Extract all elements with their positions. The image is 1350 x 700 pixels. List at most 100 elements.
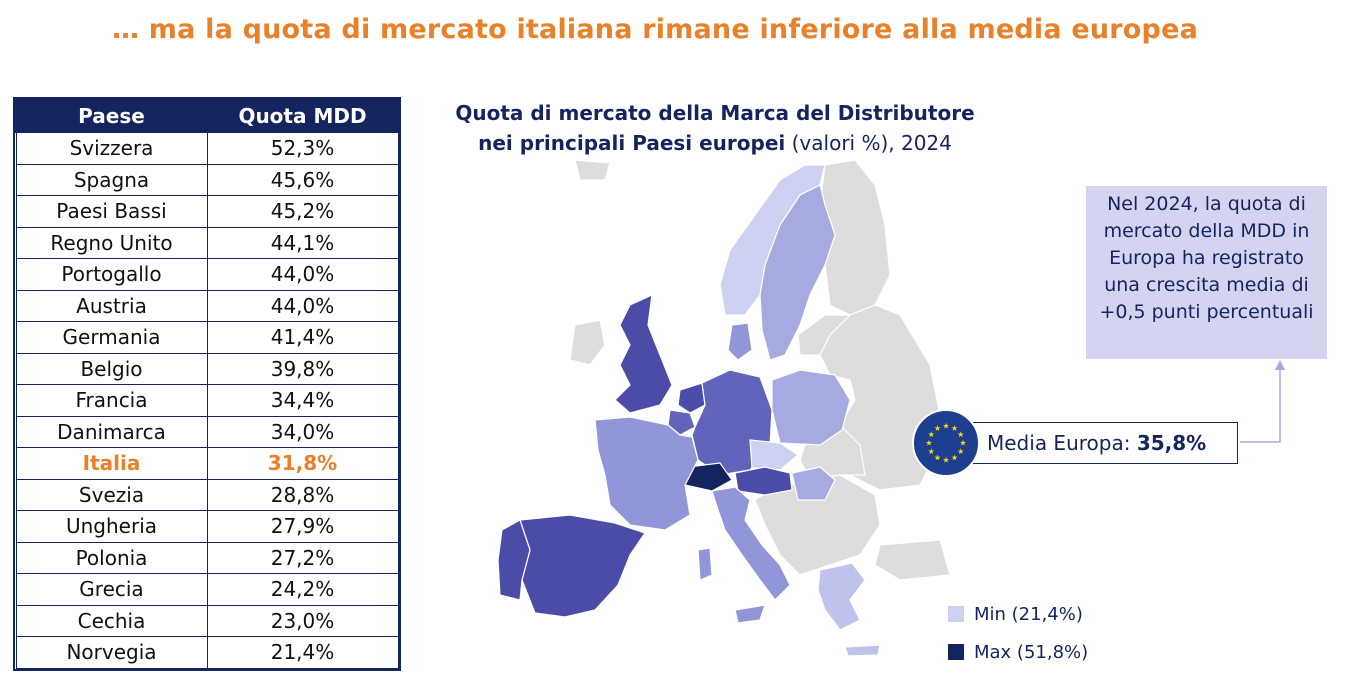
legend-min-swatch [948, 606, 964, 622]
cell-country: Cechia [15, 604, 208, 637]
cell-country: Svizzera [15, 131, 208, 165]
map-czechia [749, 439, 800, 471]
map-baltics [797, 314, 852, 356]
map-sweden [759, 184, 836, 361]
legend-min-label: Min (21,4%) [974, 604, 1083, 625]
table-row: Norvegia 21,4% [15, 636, 399, 669]
eu-star-icon [942, 456, 950, 463]
cell-country: Italia [15, 447, 208, 480]
map-turkey [874, 539, 950, 581]
table-row: Ungheria 27,9% [15, 510, 399, 543]
cell-share: 27,2% [206, 541, 399, 574]
cell-share: 45,2% [206, 195, 399, 228]
map-title-bold: Quota di mercato della Marca del Distrib… [455, 101, 975, 155]
map-ireland [569, 319, 606, 366]
cell-share: 44,0% [206, 258, 399, 291]
table-row: Italia 31,8% [15, 447, 399, 480]
table-row: Francia 34,4% [15, 384, 399, 417]
cell-country: Regno Unito [15, 226, 208, 259]
map-poland [771, 369, 851, 446]
map-italy [711, 486, 791, 601]
cell-country: Polonia [15, 541, 208, 574]
table-row: Spagna 45,6% [15, 163, 399, 196]
map-title-rest: (valori %), 2024 [791, 131, 952, 155]
cell-country: Belgio [15, 352, 208, 385]
cell-share: 39,8% [206, 352, 399, 385]
map-portugal [497, 519, 531, 601]
map-sardinia [697, 547, 713, 581]
map-title: Quota di mercato della Marca del Distrib… [440, 98, 990, 158]
cell-country: Norvegia [15, 636, 208, 669]
cell-share: 45,6% [206, 163, 399, 196]
eu-average-label: Media Europa: 35,8% [987, 431, 1207, 455]
cell-country: Spagna [15, 163, 208, 196]
table-row: Danimarca 34,0% [15, 415, 399, 448]
eu-star-icon [925, 439, 933, 446]
cell-share: 28,8% [206, 478, 399, 511]
legend-max: Max (51,8%) [948, 642, 1088, 663]
callout-connector-arrow [1240, 360, 1285, 443]
growth-callout: Nel 2024, la quota di mercato della MDD … [1086, 186, 1327, 359]
header-quota-mdd: Quota MDD [206, 99, 399, 133]
map-france [594, 416, 699, 531]
cell-share: 41,4% [206, 321, 399, 354]
cell-country: Austria [15, 289, 208, 322]
eu-star-icon [928, 431, 935, 438]
cell-country: Francia [15, 384, 208, 417]
legend-max-swatch [948, 644, 964, 660]
map-hungary [791, 466, 836, 501]
cell-share: 31,8% [206, 447, 399, 480]
map-sicily [734, 604, 766, 624]
table-row: Regno Unito 44,1% [15, 226, 399, 259]
table-row: Polonia 27,2% [15, 541, 399, 574]
cell-country: Paesi Bassi [15, 195, 208, 228]
map-uk [614, 294, 673, 414]
table-row: Svezia 28,8% [15, 478, 399, 511]
table-row: Portogallo 44,0% [15, 258, 399, 291]
eu-star-icon [934, 425, 941, 431]
cell-share: 24,2% [206, 573, 399, 606]
table-row: Grecia 24,2% [15, 573, 399, 606]
eu-average-box: Media Europa: 35,8% [946, 422, 1238, 464]
cell-share: 27,9% [206, 510, 399, 543]
eu-star-icon [957, 431, 964, 438]
map-austria [734, 466, 793, 496]
map-crete [844, 644, 881, 657]
map-denmark [727, 322, 753, 361]
cell-country: Danimarca [15, 415, 208, 448]
cell-share: 44,1% [206, 226, 399, 259]
cell-share: 34,0% [206, 415, 399, 448]
mdd-share-table: Paese Quota MDD Svizzera 52,3% Spagna 45,6%… [13, 97, 401, 671]
cell-country: Ungheria [15, 510, 208, 543]
eu-star-icon [957, 448, 964, 455]
table-row: Paesi Bassi 45,2% [15, 195, 399, 228]
eu-star-icon [942, 422, 950, 429]
eu-star-icon [951, 454, 958, 461]
table-row: Germania 41,4% [15, 321, 399, 354]
legend-max-label: Max (51,8%) [974, 642, 1089, 663]
eu-flag-icon [912, 409, 980, 477]
cell-country: Portogallo [15, 258, 208, 291]
cell-country: Svezia [15, 478, 208, 511]
cell-country: Grecia [15, 573, 208, 606]
eu-star-icon [959, 439, 967, 446]
cell-country: Germania [15, 321, 208, 354]
legend-min: Min (21,4%) [948, 604, 1083, 625]
table-row: Cechia 23,0% [15, 604, 399, 637]
map-netherlands [677, 382, 706, 414]
eu-star-icon [951, 425, 958, 431]
map-belgium [667, 409, 696, 436]
table-row: Svizzera 52,3% [15, 131, 399, 165]
eu-star-icon [934, 454, 941, 461]
cell-share: 34,4% [206, 384, 399, 417]
header-paese: Paese [15, 99, 208, 133]
table-row: Belgio 39,8% [15, 352, 399, 385]
map-north-sea-islands [574, 159, 611, 181]
eu-star-icon [928, 448, 935, 455]
map-spain [519, 514, 646, 618]
eu-average-value: 35,8% [1136, 431, 1207, 455]
map-greece [817, 562, 866, 631]
table-header-row: Paese Quota MDD [15, 99, 399, 133]
cell-share: 21,4% [206, 636, 399, 669]
cell-share: 44,0% [206, 289, 399, 322]
